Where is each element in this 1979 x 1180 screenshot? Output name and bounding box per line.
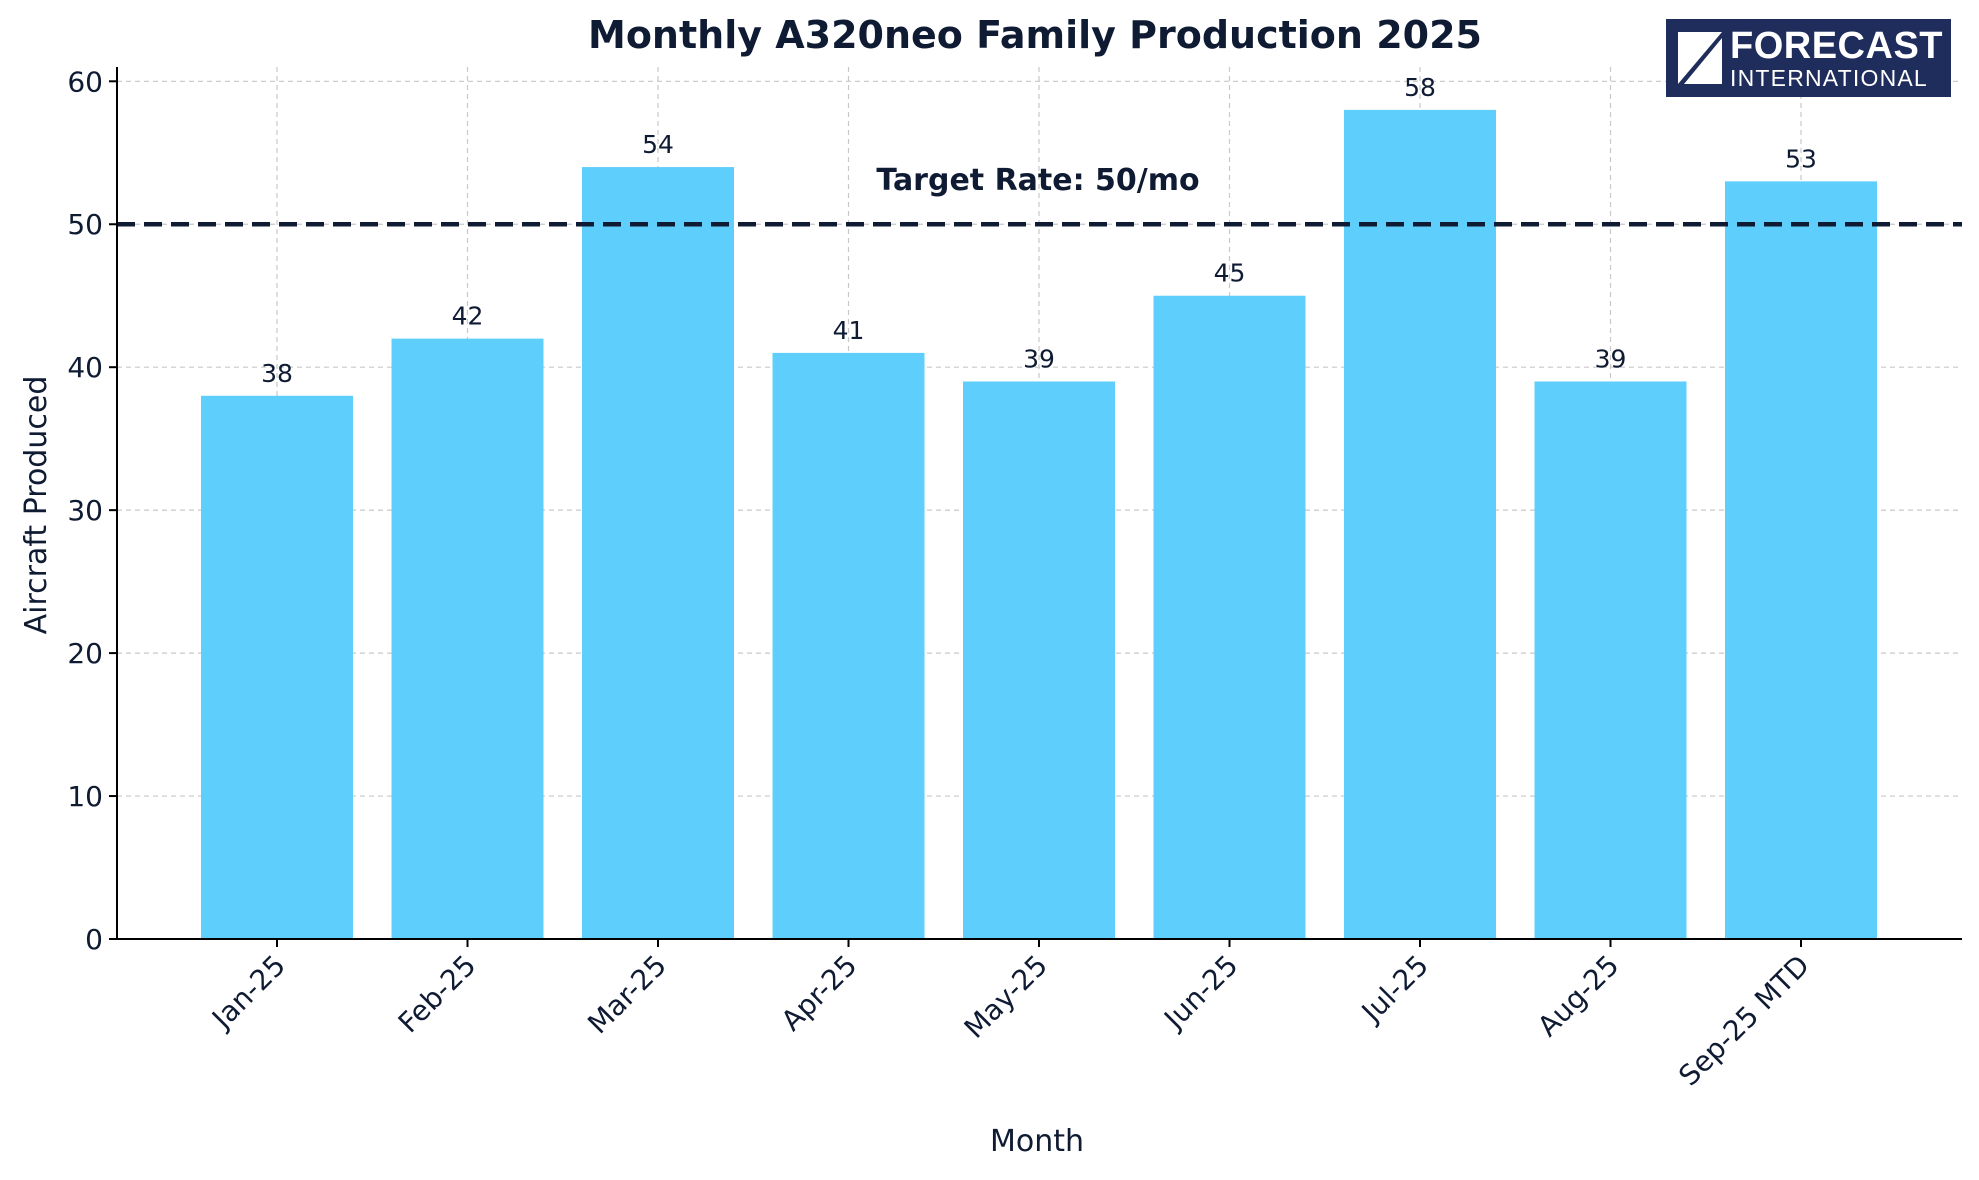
y-tick-label: 40 bbox=[67, 351, 103, 384]
y-axis-label: Aircraft Produced bbox=[19, 376, 54, 635]
logo-line2: INTERNATIONAL bbox=[1730, 64, 1928, 91]
bar-mar-25 bbox=[582, 167, 734, 940]
y-tick-label: 10 bbox=[67, 780, 103, 813]
data-labels: 38 42 54 41 39 45 58 39 53 bbox=[261, 73, 1817, 388]
data-label: 39 bbox=[1023, 344, 1055, 373]
bar-apr-25 bbox=[772, 352, 925, 940]
bar-jul-25 bbox=[1344, 109, 1496, 939]
bar-jun-25 bbox=[1153, 295, 1306, 939]
x-tick-label: Mar-25 bbox=[581, 949, 673, 1041]
y-tick-label: 20 bbox=[67, 637, 103, 670]
bar-may-25 bbox=[963, 381, 1115, 939]
x-tick-label: May-25 bbox=[958, 949, 1054, 1045]
forecast-international-logo: FORECAST INTERNATIONAL bbox=[1666, 19, 1951, 97]
x-tick-label: Jul-25 bbox=[1354, 949, 1435, 1030]
logo-mark-icon bbox=[1678, 32, 1722, 84]
data-label: 53 bbox=[1785, 144, 1817, 173]
data-label: 58 bbox=[1404, 73, 1436, 102]
x-tick-label: Apr-25 bbox=[775, 949, 864, 1038]
data-label: 42 bbox=[452, 302, 484, 331]
x-tick-label: Jan-25 bbox=[204, 949, 292, 1037]
bars bbox=[201, 109, 1877, 940]
data-label: 39 bbox=[1595, 344, 1627, 373]
logo-line1: FORECAST bbox=[1730, 24, 1943, 67]
bar-sep-25-mtd bbox=[1725, 181, 1877, 939]
data-label: 54 bbox=[642, 130, 674, 159]
bar-feb-25 bbox=[391, 338, 544, 939]
data-label: 45 bbox=[1214, 259, 1246, 288]
y-tick-label: 0 bbox=[85, 923, 103, 956]
x-axis-label: Month bbox=[990, 1124, 1084, 1159]
target-rate-label: Target Rate: 50/mo bbox=[876, 163, 1199, 198]
bar-aug-25 bbox=[1534, 381, 1687, 939]
bar-jan-25 bbox=[201, 395, 353, 940]
x-tick-label: Sep-25 MTD bbox=[1672, 949, 1816, 1093]
y-tick-label: 60 bbox=[67, 65, 103, 98]
x-tick-label: Feb-25 bbox=[392, 949, 483, 1040]
data-label: 41 bbox=[833, 316, 865, 345]
x-tick-label: Aug-25 bbox=[1531, 949, 1625, 1043]
target-rate-line-group: Target Rate: 50/mo bbox=[117, 163, 1962, 227]
y-tick-label: 30 bbox=[67, 494, 103, 527]
chart-title: Monthly A320neo Family Production 2025 bbox=[588, 13, 1482, 57]
data-label: 38 bbox=[261, 359, 293, 388]
x-tick-label: Jun-25 bbox=[1156, 949, 1244, 1037]
y-tick-label: 50 bbox=[67, 208, 103, 241]
